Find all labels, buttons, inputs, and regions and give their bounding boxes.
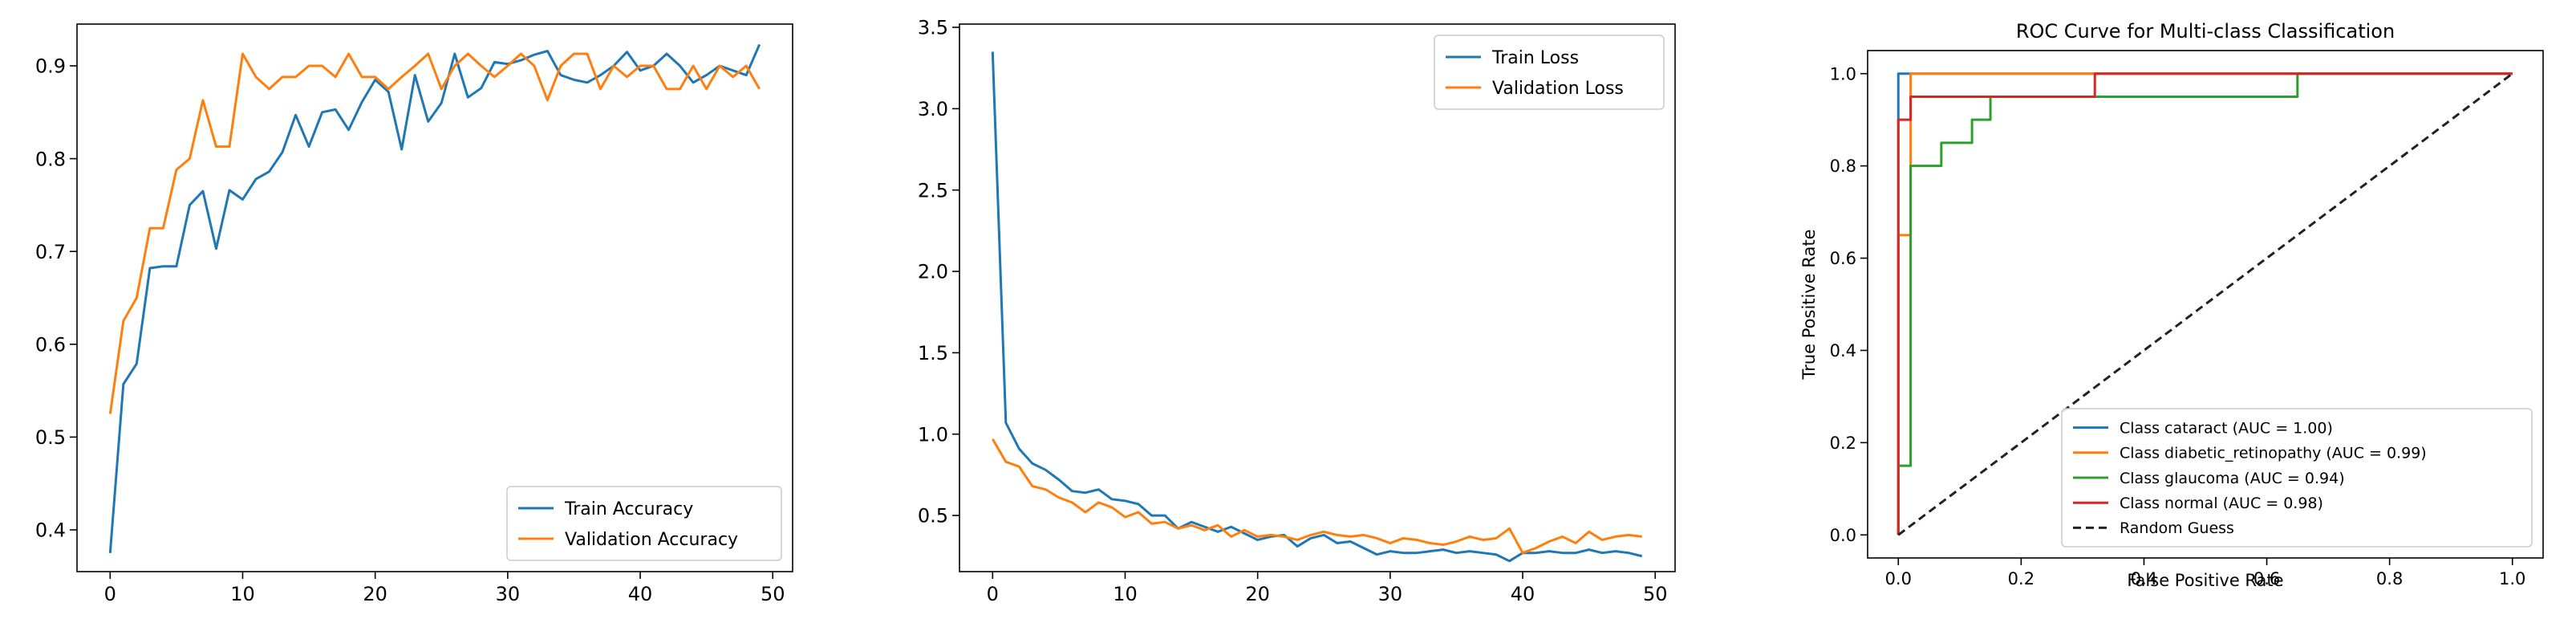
x-axis-label: False Positive Rate (2127, 571, 2283, 590)
x-tick-label: 40 (628, 583, 653, 605)
legend-label: Class normal (AUC = 0.98) (2120, 495, 2323, 512)
y-tick-label: 0.9 (35, 55, 66, 78)
x-tick-label: 20 (1245, 583, 1270, 605)
y-tick-label: 0.5 (918, 505, 948, 527)
y-tick-label: 0.8 (1830, 157, 1856, 176)
legend-label: Class cataract (AUC = 1.00) (2120, 419, 2333, 437)
series-line-validation-accuracy (108, 52, 761, 414)
accuracy-chart: 0 10 20 30 40 50 0.4 0.5 0.6 0.7 0.8 0.9 Train Accur… (35, 23, 793, 605)
x-tick-label: 0.8 (2376, 569, 2403, 588)
x-tick-label: 20 (363, 583, 387, 605)
x-tick-label: 30 (1378, 583, 1403, 605)
x-tick-label: 10 (1113, 583, 1138, 605)
legend-box (506, 486, 782, 561)
roc-chart: 0.0 0.2 0.4 0.6 0.8 1.0 0.0 0.2 0.4 0.6 0.8 1.0 ROC … (1799, 20, 2544, 590)
y-tick-label: 0.8 (35, 148, 66, 170)
series-line-train-loss (991, 51, 1643, 563)
plot-frame (959, 23, 1676, 572)
x-tick-label: 0.6 (2253, 569, 2280, 588)
legend: Train Accuracy Validation Accuracy (506, 486, 782, 561)
legend-label: Class diabetic_retinopathy (AUC = 0.99) (2120, 445, 2427, 462)
y-tick-label: 1.0 (918, 423, 948, 446)
y-tick-label: 0.4 (35, 519, 66, 542)
legend-label: Validation Accuracy (565, 530, 738, 550)
series-line-class-normal-auc-0-98 (1897, 72, 2513, 535)
y-tick-label: 1.5 (918, 342, 948, 364)
y-tick-label: 0.5 (35, 426, 66, 449)
chart-title: ROC Curve for Multi-class Classification (2016, 20, 2395, 43)
y-tick-label: 0.6 (1830, 249, 1856, 268)
x-tick-label: 0.0 (1885, 569, 1912, 588)
x-tick-label: 10 (230, 583, 255, 605)
x-tick-label: 0.2 (2008, 569, 2034, 588)
x-tick-label: 1.0 (2499, 569, 2525, 588)
y-tick-label: 2.5 (918, 179, 948, 202)
y-tick-label: 1.0 (1830, 64, 1856, 83)
y-tick-label: 0.6 (35, 333, 66, 356)
y-tick-label: 0.2 (1830, 434, 1856, 453)
y-tick-label: 0.4 (1830, 341, 1856, 360)
series-line-class-glaucoma-auc-0-94 (1897, 72, 2513, 535)
legend-label: Train Accuracy (564, 499, 693, 519)
y-tick-label: 0.0 (1830, 526, 1856, 545)
x-tick-label: 30 (496, 583, 521, 605)
x-tick-label: 0 (987, 583, 999, 605)
legend-box (2061, 408, 2533, 548)
y-tick-label: 2.0 (918, 261, 948, 283)
series-line-validation-loss (992, 438, 1642, 555)
legend: Train Loss Validation Loss (1434, 35, 1665, 110)
legend-label: Random Guess (2120, 519, 2234, 537)
x-tick-label: 0.4 (2131, 569, 2157, 588)
plot-frame (1867, 50, 2544, 559)
plot-frame (76, 23, 793, 572)
x-tick-label: 50 (1643, 583, 1668, 605)
legend: Class cataract (AUC = 1.00) Class diabeti… (2061, 408, 2533, 548)
y-tick-label: 0.7 (35, 241, 66, 263)
x-tick-label: 50 (761, 583, 785, 605)
y-tick-label: 3.0 (918, 98, 948, 120)
y-axis-label: True Positive Rate (1799, 229, 1819, 380)
legend-label: Class glaucoma (AUC = 0.94) (2120, 470, 2345, 487)
loss-chart: 0 10 20 30 40 50 0.5 1.0 1.5 2.0 2.5 3.0 3.5 Train Lo… (918, 17, 1676, 605)
y-tick-label: 3.5 (918, 17, 948, 39)
legend-label: Validation Loss (1492, 79, 1624, 99)
legend-box (1434, 35, 1665, 110)
x-tick-label: 40 (1511, 583, 1535, 605)
legend-label: Train Loss (1491, 48, 1579, 68)
x-tick-label: 0 (104, 583, 116, 605)
